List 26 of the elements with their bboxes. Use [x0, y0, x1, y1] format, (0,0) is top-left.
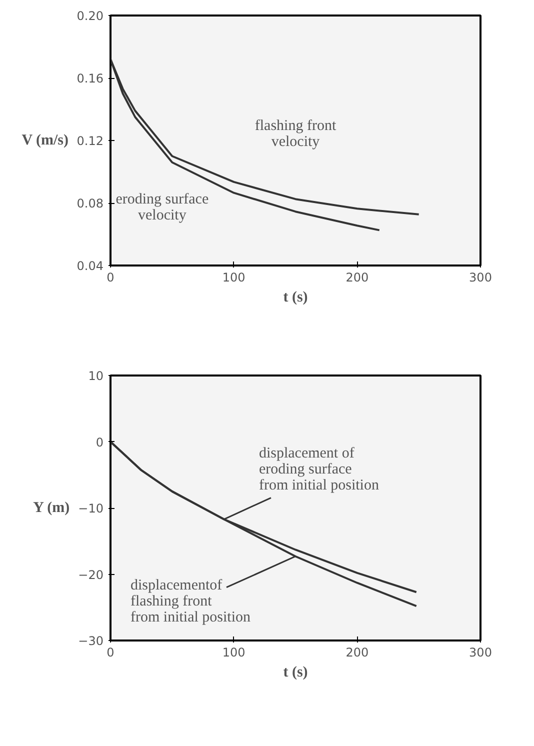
x-axis-title: t (s) — [283, 664, 308, 680]
text: flashing front velocity — [254, 118, 337, 150]
x-tick-label: 300 — [469, 646, 492, 660]
x-tick-label: 0 — [106, 270, 114, 284]
y-tick-label: −30 — [78, 634, 104, 648]
series-label: eroding surface velocity — [116, 191, 209, 224]
y-tick-label: −10 — [78, 502, 104, 516]
text: displacementof flashing front from initial position — [130, 577, 251, 626]
y-tick-label: 0.12 — [76, 134, 104, 148]
y-tick-label: 0.16 — [76, 72, 104, 86]
x-tick-label: 300 — [469, 270, 492, 284]
x-tick-label: 100 — [222, 646, 246, 660]
x-tick-label: 100 — [222, 270, 246, 284]
x-tick-label: 200 — [346, 270, 369, 284]
x-tick-label: 200 — [346, 646, 369, 660]
x-axis-title: t (s) — [283, 290, 308, 306]
text: displacement of eroding surface from initial position — [258, 445, 380, 494]
y-axis-title: V (m/s) — [22, 132, 69, 148]
y-tick-label: 0.20 — [76, 9, 104, 23]
y-tick-label: −20 — [78, 568, 104, 582]
x-tick-label: 0 — [106, 646, 114, 660]
y-tick-label: 10 — [88, 369, 104, 383]
y-tick-label: 0.04 — [76, 259, 104, 273]
y-tick-label: 0 — [96, 435, 104, 450]
y-axis-title: Y (m) — [33, 500, 70, 516]
y-tick-label: 0.08 — [76, 196, 104, 210]
